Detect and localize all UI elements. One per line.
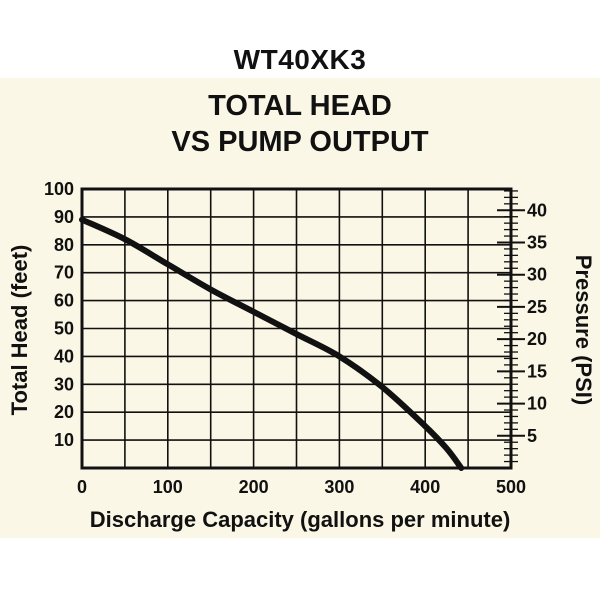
x-tick-label: 200: [239, 477, 269, 497]
y-tick-label: 20: [54, 402, 74, 422]
y2-tick-label: 20: [527, 329, 547, 349]
y-tick-label: 40: [54, 346, 74, 366]
chart-subtitle-line-2: VS PUMP OUTPUT: [171, 126, 429, 158]
y-tick-label: 60: [54, 291, 74, 311]
x-tick-label: 500: [496, 477, 526, 497]
x-tick-label: 100: [153, 477, 183, 497]
y2-tick-label: 25: [527, 297, 547, 317]
chart-title: WT40XK3: [233, 44, 367, 75]
x-axis-ticks: 0 100 200 300 400 500: [77, 477, 526, 497]
y-tick-label: 50: [54, 319, 74, 339]
grid: [82, 189, 511, 468]
x-axis-label: Discharge Capacity (gallons per minute): [90, 507, 511, 532]
y-tick-label: 80: [54, 235, 74, 255]
y2-axis-label: Pressure (PSI): [571, 255, 596, 405]
y-tick-label: 10: [54, 430, 74, 450]
y-tick-label: 30: [54, 374, 74, 394]
x-tick-label: 0: [77, 477, 87, 497]
plot-frame: [80, 187, 513, 470]
chart-subtitle: TOTAL HEAD VS PUMP OUTPUT: [0, 88, 600, 160]
y-tick-label: 90: [54, 207, 74, 227]
y-tick-label: 100: [44, 179, 74, 199]
y2-tick-label: 30: [527, 265, 547, 285]
y-tick-label: 70: [54, 263, 74, 283]
x-tick-label: 400: [410, 477, 440, 497]
chart-background-panel: [0, 78, 600, 538]
x-tick-label: 300: [324, 477, 354, 497]
series-line: [79, 216, 465, 471]
y2-tick-label: 35: [527, 232, 547, 252]
y2-tick-label: 40: [527, 200, 547, 220]
y2-axis-ticks: 5 10 15 20 25 30 35 40: [497, 190, 547, 463]
y-axis-label: Total Head (feet): [7, 245, 32, 416]
y2-tick-label: 15: [527, 361, 547, 381]
y2-tick-label: 5: [527, 426, 537, 446]
y-axis-ticks: 10 20 30 40 50 60 70 80 90 100: [44, 179, 74, 450]
y2-tick-label: 10: [527, 394, 547, 414]
chart-subtitle-line-1: TOTAL HEAD: [208, 90, 392, 122]
